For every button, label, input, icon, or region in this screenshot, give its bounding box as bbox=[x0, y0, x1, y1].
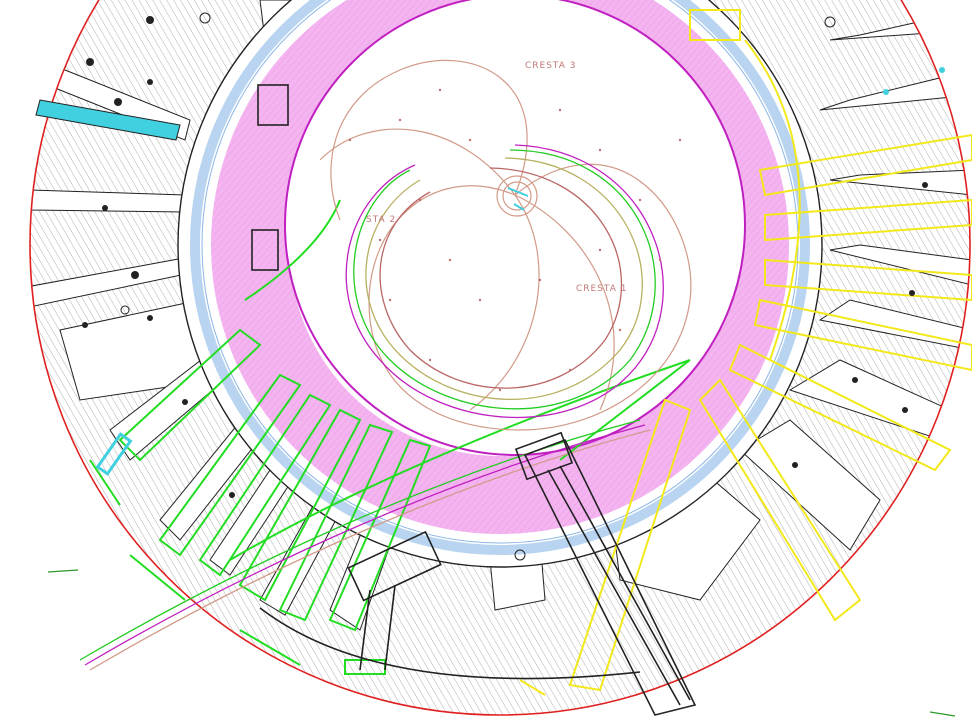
label-cresta-2: STA 2 bbox=[366, 215, 396, 225]
label-cresta-1: CRESTA 1 bbox=[576, 284, 627, 294]
pink-annulus bbox=[211, 0, 789, 534]
equipment bbox=[251, 84, 697, 716]
yellow-ducts bbox=[519, 9, 972, 696]
green-ducts bbox=[89, 199, 691, 675]
label-cresta-3: CRESTA 3 bbox=[525, 61, 576, 71]
structure-ring-inner bbox=[177, 0, 823, 568]
spiral-arcs bbox=[319, 59, 692, 431]
holes bbox=[82, 12, 928, 561]
edge-marks bbox=[47, 569, 956, 717]
light-blue-ring bbox=[190, 0, 810, 555]
colored-spiral-lines bbox=[79, 144, 664, 671]
outer-boundary bbox=[29, 0, 971, 716]
cyan-accents bbox=[35, 67, 945, 476]
inner-magenta-ring bbox=[284, 0, 746, 456]
floor-points bbox=[348, 88, 682, 392]
